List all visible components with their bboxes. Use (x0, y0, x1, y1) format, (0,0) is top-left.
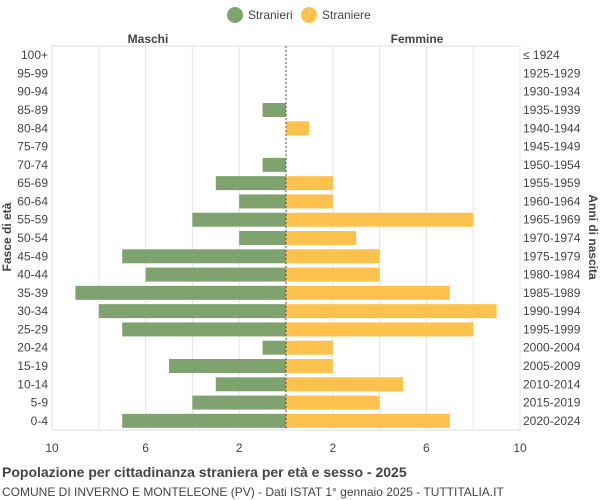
birth-year-label: 1955-1959 (523, 176, 581, 190)
age-group-label: 85-89 (17, 103, 48, 117)
bar-female-20-24 (286, 340, 333, 355)
x-tick-label: 10 (45, 441, 59, 455)
age-group-label: 100+ (21, 48, 48, 62)
bars-layer (75, 46, 497, 430)
bar-female-10-14 (286, 377, 403, 392)
bar-male-50-54 (239, 231, 286, 245)
age-group-label: 90-94 (17, 85, 48, 99)
y-axis-title-left: Fasce di età (0, 202, 14, 271)
birth-year-label: 2015-2019 (523, 396, 581, 410)
x-tick-label: 10 (513, 441, 527, 455)
birth-year-label: 2005-2009 (523, 359, 581, 373)
bar-female-15-19 (286, 359, 333, 373)
birth-year-label: 1945-1949 (523, 140, 581, 154)
legend-label-straniere: Straniere (322, 8, 371, 22)
x-tick-label: 6 (423, 441, 430, 455)
bar-female-40-44 (286, 267, 380, 282)
chart-subtitle: COMUNE DI INVERNO E MONTELEONE (PV) - Da… (2, 485, 504, 499)
legend-marker-straniere (301, 7, 317, 23)
birth-year-label: 1965-1969 (523, 213, 581, 227)
birth-year-label: 1985-1989 (523, 286, 581, 300)
header-maschi: Maschi (128, 32, 169, 46)
bar-male-25-29 (122, 322, 286, 337)
bar-female-0-4 (286, 413, 450, 428)
bar-male-65-69 (215, 176, 286, 191)
birth-year-label: 1995-1999 (523, 322, 581, 336)
age-group-label: 30-34 (17, 304, 48, 318)
legend: Stranieri Straniere (227, 7, 371, 23)
birth-year-label: 1975-1979 (523, 249, 581, 263)
bar-female-25-29 (286, 322, 474, 337)
bar-male-20-24 (262, 340, 286, 355)
age-group-label: 45-49 (17, 249, 48, 263)
bar-male-0-4 (122, 413, 286, 428)
birth-year-label: 1990-1994 (523, 304, 581, 318)
bar-male-30-34 (98, 304, 286, 319)
age-group-label: 15-19 (17, 359, 48, 373)
age-group-label: 10-14 (17, 377, 48, 391)
birth-year-label: 1940-1944 (523, 121, 581, 135)
chart-title: Popolazione per cittadinanza straniera p… (2, 464, 407, 480)
age-group-label: 25-29 (17, 322, 48, 336)
age-group-label: 60-64 (17, 194, 48, 208)
age-group-label: 75-79 (17, 140, 48, 154)
header-femmine: Femmine (391, 32, 444, 46)
age-group-label: 5-9 (31, 396, 49, 410)
age-group-label: 65-69 (17, 176, 48, 190)
age-group-label: 80-84 (17, 121, 48, 135)
bar-male-60-64 (239, 194, 286, 209)
x-tick-label: 2 (236, 441, 243, 455)
legend-marker-stranieri (227, 7, 243, 23)
population-pyramid-chart: 10 6 2 2 6 10 100+ ≤ 1924 95-99 1925-1929 90-94 193… (0, 7, 600, 455)
bar-female-5-9 (286, 395, 380, 410)
birth-year-label: ≤ 1924 (523, 48, 560, 62)
birth-year-label: 1960-1964 (523, 194, 581, 208)
age-group-label: 20-24 (17, 341, 48, 355)
bar-female-50-54 (286, 231, 357, 245)
bar-male-45-49 (122, 249, 286, 264)
bar-male-5-9 (192, 395, 286, 410)
bar-male-70-74 (262, 157, 286, 172)
bar-male-55-59 (192, 212, 286, 227)
birth-year-label: 2010-2014 (523, 377, 581, 391)
bar-male-10-14 (215, 377, 286, 392)
birth-year-label: 1950-1954 (523, 158, 581, 172)
birth-year-label: 1935-1939 (523, 103, 581, 117)
birth-year-label: 1980-1984 (523, 268, 581, 282)
bar-female-45-49 (286, 249, 380, 264)
bar-male-35-39 (75, 285, 287, 300)
bar-female-30-34 (286, 304, 497, 319)
labels-layer: 10 6 2 2 6 10 100+ ≤ 1924 95-99 1925-1929 90-94 193… (17, 48, 580, 455)
birth-year-label: 2020-2024 (523, 414, 581, 428)
birth-year-label: 1970-1974 (523, 231, 581, 245)
y-axis-title-right: Anni di nascita (586, 194, 600, 280)
legend-label-stranieri: Stranieri (248, 8, 293, 22)
bar-female-80-84 (286, 121, 310, 136)
bar-female-55-59 (286, 212, 474, 227)
x-tick-label: 2 (329, 441, 336, 455)
age-group-label: 0-4 (31, 414, 49, 428)
age-group-label: 40-44 (17, 268, 48, 282)
bar-male-40-44 (145, 267, 286, 282)
age-group-label: 50-54 (17, 231, 48, 245)
birth-year-label: 1930-1934 (523, 85, 581, 99)
age-group-label: 95-99 (17, 66, 48, 80)
birth-year-label: 1925-1929 (523, 66, 581, 80)
bar-female-65-69 (286, 176, 333, 191)
bar-male-85-89 (262, 103, 286, 117)
bar-female-35-39 (286, 285, 450, 300)
age-group-label: 55-59 (17, 213, 48, 227)
age-group-label: 35-39 (17, 286, 48, 300)
bar-female-60-64 (286, 194, 333, 209)
x-tick-label: 6 (142, 441, 149, 455)
bar-male-15-19 (169, 359, 286, 373)
age-group-label: 70-74 (17, 158, 48, 172)
birth-year-label: 2000-2004 (523, 341, 581, 355)
